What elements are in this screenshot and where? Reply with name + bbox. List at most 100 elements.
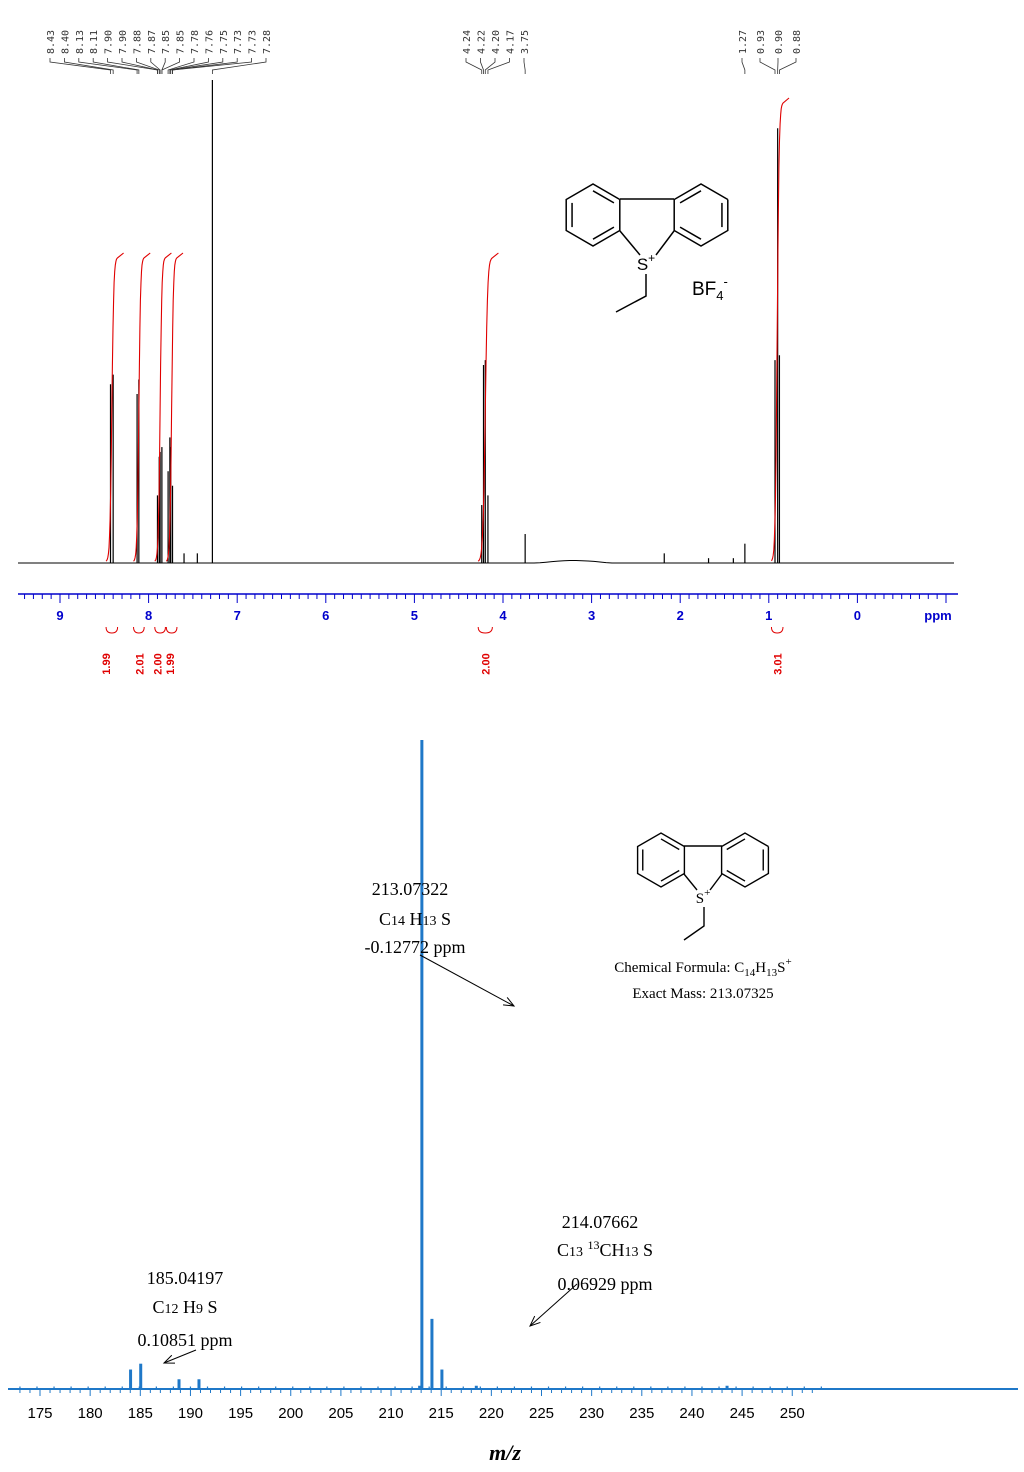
nmr-peak-connector: [150, 58, 161, 74]
ms-chemical-formula-sub: 14: [744, 967, 756, 979]
ms-x-tick-label: 205: [328, 1405, 353, 1422]
nmr-peak-connector: [92, 58, 140, 74]
ms-x-tick-label: 220: [479, 1405, 504, 1422]
ms-structure-double-bond: [660, 869, 680, 882]
ms-x-tick-label: 210: [379, 1405, 404, 1422]
ms-chemical-formula-sub: 13: [766, 967, 778, 979]
nmr-integral-value: 2.00: [152, 653, 164, 674]
ms-annotation-formula: C13 13CH13 S: [557, 1238, 653, 1260]
nmr-peak-label: 0.90: [774, 30, 785, 54]
ms-annotation-formula-part: S: [639, 1240, 654, 1260]
ms-x-axis-label-z: z: [511, 1440, 521, 1465]
structure-ring: [673, 183, 729, 247]
nmr-peak-connector: [465, 58, 483, 74]
ms-structure-bond: [683, 873, 698, 891]
nmr-peak-connector: [170, 58, 224, 74]
ms-annotation-formula-part: H: [179, 1297, 197, 1317]
ms-structure-double-bond: [726, 838, 746, 851]
ms-annotation-error: 0.10851 ppm: [137, 1330, 232, 1350]
nmr-peak-label: 8.43: [46, 30, 57, 54]
ms-annotation-formula-part: 13: [587, 1238, 599, 1252]
nmr-integral-bracket: [105, 626, 119, 634]
nmr-peak-connector: [136, 58, 160, 74]
ms-chemical-formula-h: H: [755, 960, 766, 976]
ms-annotation-formula-part: 13: [569, 1245, 583, 1260]
ms-annotation-formula-part: S: [437, 909, 452, 929]
nmr-peak-connector: [759, 58, 776, 74]
nmr-x-tick-label: 0: [854, 608, 861, 623]
nmr-peak-label: 4.20: [491, 30, 502, 54]
ms-annotation-formula-part: H: [405, 909, 423, 929]
structure-double-bond: [592, 190, 615, 204]
structure-ethyl-group: [615, 274, 647, 313]
mass-spectrum-chart: 175 180 185 190 195 200 205 210 215 220 225 230 235 2…: [8, 740, 1018, 1465]
ms-annotation-mz: 213.07322: [372, 879, 449, 899]
ms-annotation-formula-part: C: [152, 1297, 164, 1317]
nmr-peak-label: 7.88: [132, 30, 143, 54]
nmr-x-tick-label: 4: [499, 608, 507, 623]
nmr-integral-bracket: [133, 626, 145, 634]
nmr-peak-label: 3.75: [520, 30, 531, 54]
ms-annotation-arrowhead: [503, 997, 516, 1007]
nmr-peak-label: 7.73: [248, 30, 259, 54]
structure-anion-subscript: 4: [716, 288, 723, 303]
nmr-peak-label: 4.22: [477, 30, 488, 54]
ms-x-axis-label-sep: /: [504, 1440, 514, 1465]
ms-x-tick-label: 190: [178, 1405, 203, 1422]
ms-annotation-mz: 185.04197: [147, 1268, 224, 1288]
nmr-integral-bracket: [154, 626, 166, 634]
ms-x-tick-label: 225: [529, 1405, 554, 1422]
nmr-peak-label: 0.93: [756, 30, 767, 54]
nmr-x-tick-label: 3: [588, 608, 595, 623]
nmr-peak-label: 7.73: [233, 30, 244, 54]
nmr-peak-connector: [480, 58, 484, 74]
ms-structure-sulfur-symbol: S: [696, 891, 704, 907]
structure-sulfur-charge: +: [648, 251, 655, 265]
nmr-peak-label: 4.17: [506, 30, 517, 54]
ms-annotation-formula: C14 H13 S: [379, 909, 451, 929]
ms-x-tick-label: 250: [780, 1405, 805, 1422]
ms-x-axis-label: m/z: [489, 1440, 521, 1465]
nmr-peak-label: 7.78: [190, 30, 201, 54]
nmr-integral-value: 3.01: [773, 653, 785, 674]
nmr-peak-label: 8.13: [75, 30, 86, 54]
ms-chemical-formula-charge: +: [785, 956, 791, 968]
structure-sulfur-symbol: S: [637, 255, 648, 274]
nmr-peak-label: 7.85: [161, 30, 172, 54]
ms-chemical-formula-s: S: [777, 960, 785, 976]
structure-anion-charge: -: [724, 274, 728, 289]
nmr-x-tick-label: 9: [56, 608, 63, 623]
structure-double-bond: [592, 226, 615, 240]
ms-structure-bond: [709, 873, 723, 891]
nmr-peak-connector: [161, 58, 180, 74]
ms-annotation-error: 0.06929 ppm: [557, 1274, 652, 1294]
nmr-peak-label: 7.90: [104, 30, 115, 54]
ms-annotation-formula-part: 13: [625, 1245, 639, 1260]
ms-annotation-arrow: [529, 1283, 578, 1327]
nmr-baseline: [18, 560, 954, 564]
nmr-integral-bracket: [165, 626, 178, 634]
ms-annotation-formula-part: S: [203, 1297, 218, 1317]
nmr-peak-label: 7.28: [262, 30, 273, 54]
ms-annotation-formula-part: 9: [196, 1302, 203, 1317]
nmr-integral-curve: [771, 97, 790, 562]
ms-annotation-formula-part: C: [557, 1240, 569, 1260]
ms-x-tick-label: 200: [278, 1405, 303, 1422]
ms-x-tick-label: 235: [629, 1405, 654, 1422]
ms-x-tick-label: 230: [579, 1405, 604, 1422]
nmr-peak-connector: [211, 58, 267, 74]
nmr-peak-connector: [167, 58, 195, 74]
nmr-integral-bracket: [770, 626, 784, 634]
ms-x-tick-label: 175: [27, 1405, 52, 1422]
nmr-peak-label: 8.11: [89, 30, 100, 54]
nmr-peak-label: 7.87: [147, 30, 158, 54]
nmr-integral-value: 2.00: [480, 653, 492, 674]
nmr-peak-label: 4.24: [462, 30, 473, 54]
nmr-integral-value: 2.01: [135, 653, 147, 674]
ms-annotation-formula-part: 14: [391, 914, 405, 929]
ms-exact-mass: Exact Mass: 213.07325: [632, 986, 773, 1002]
nmr-peak-connector: [487, 58, 510, 74]
nmr-peak-connector: [484, 58, 496, 74]
nmr-peak-label: 0.88: [792, 30, 803, 54]
